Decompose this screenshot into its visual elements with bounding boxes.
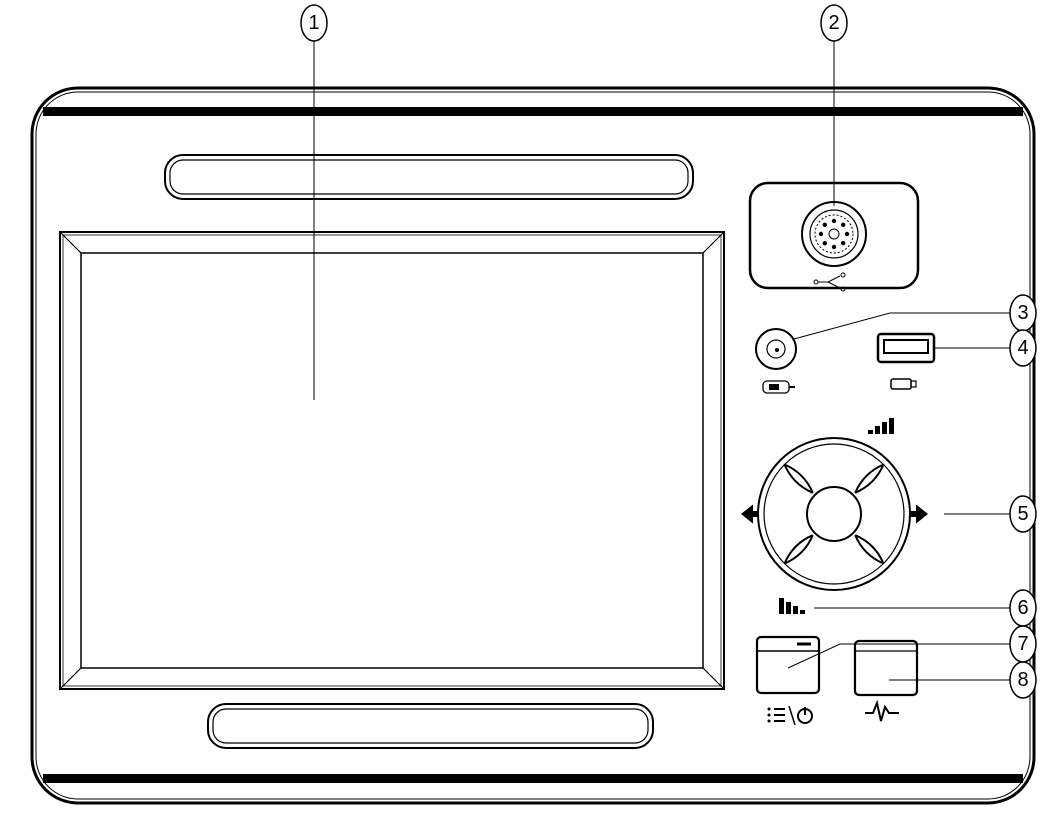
round-connector[interactable] (802, 202, 866, 266)
callout-number: 3 (1017, 302, 1028, 324)
callout-number: 8 (1017, 669, 1028, 691)
callout-number: 4 (1017, 337, 1028, 359)
usb-stick-icon (891, 379, 911, 389)
top-handle-inner (170, 160, 688, 194)
screen-inner[interactable] (81, 253, 703, 668)
callout-number: 7 (1017, 633, 1028, 655)
nav-center-button[interactable] (807, 487, 861, 541)
waveform-icon (865, 703, 899, 721)
top-handle (165, 155, 693, 199)
callout-number: 6 (1017, 597, 1028, 619)
callout-number: 1 (308, 12, 319, 34)
bottom-handle (208, 704, 653, 748)
arrow-right-icon (916, 504, 928, 523)
callout-number: 5 (1017, 503, 1028, 525)
arrow-left-icon (741, 504, 753, 523)
screen-outer (60, 232, 724, 689)
top-bar (43, 107, 1023, 116)
waveform-button[interactable] (855, 641, 917, 695)
bottom-handle-inner (213, 709, 648, 743)
nav-wheel[interactable] (758, 438, 910, 590)
diagram-svg: 1 2 3 4 5 6 7 8 (0, 0, 1060, 832)
bottom-bar (43, 774, 1023, 783)
callout-number: 2 (828, 12, 839, 34)
usb-port[interactable] (878, 334, 934, 362)
callout-leader (788, 644, 1010, 668)
